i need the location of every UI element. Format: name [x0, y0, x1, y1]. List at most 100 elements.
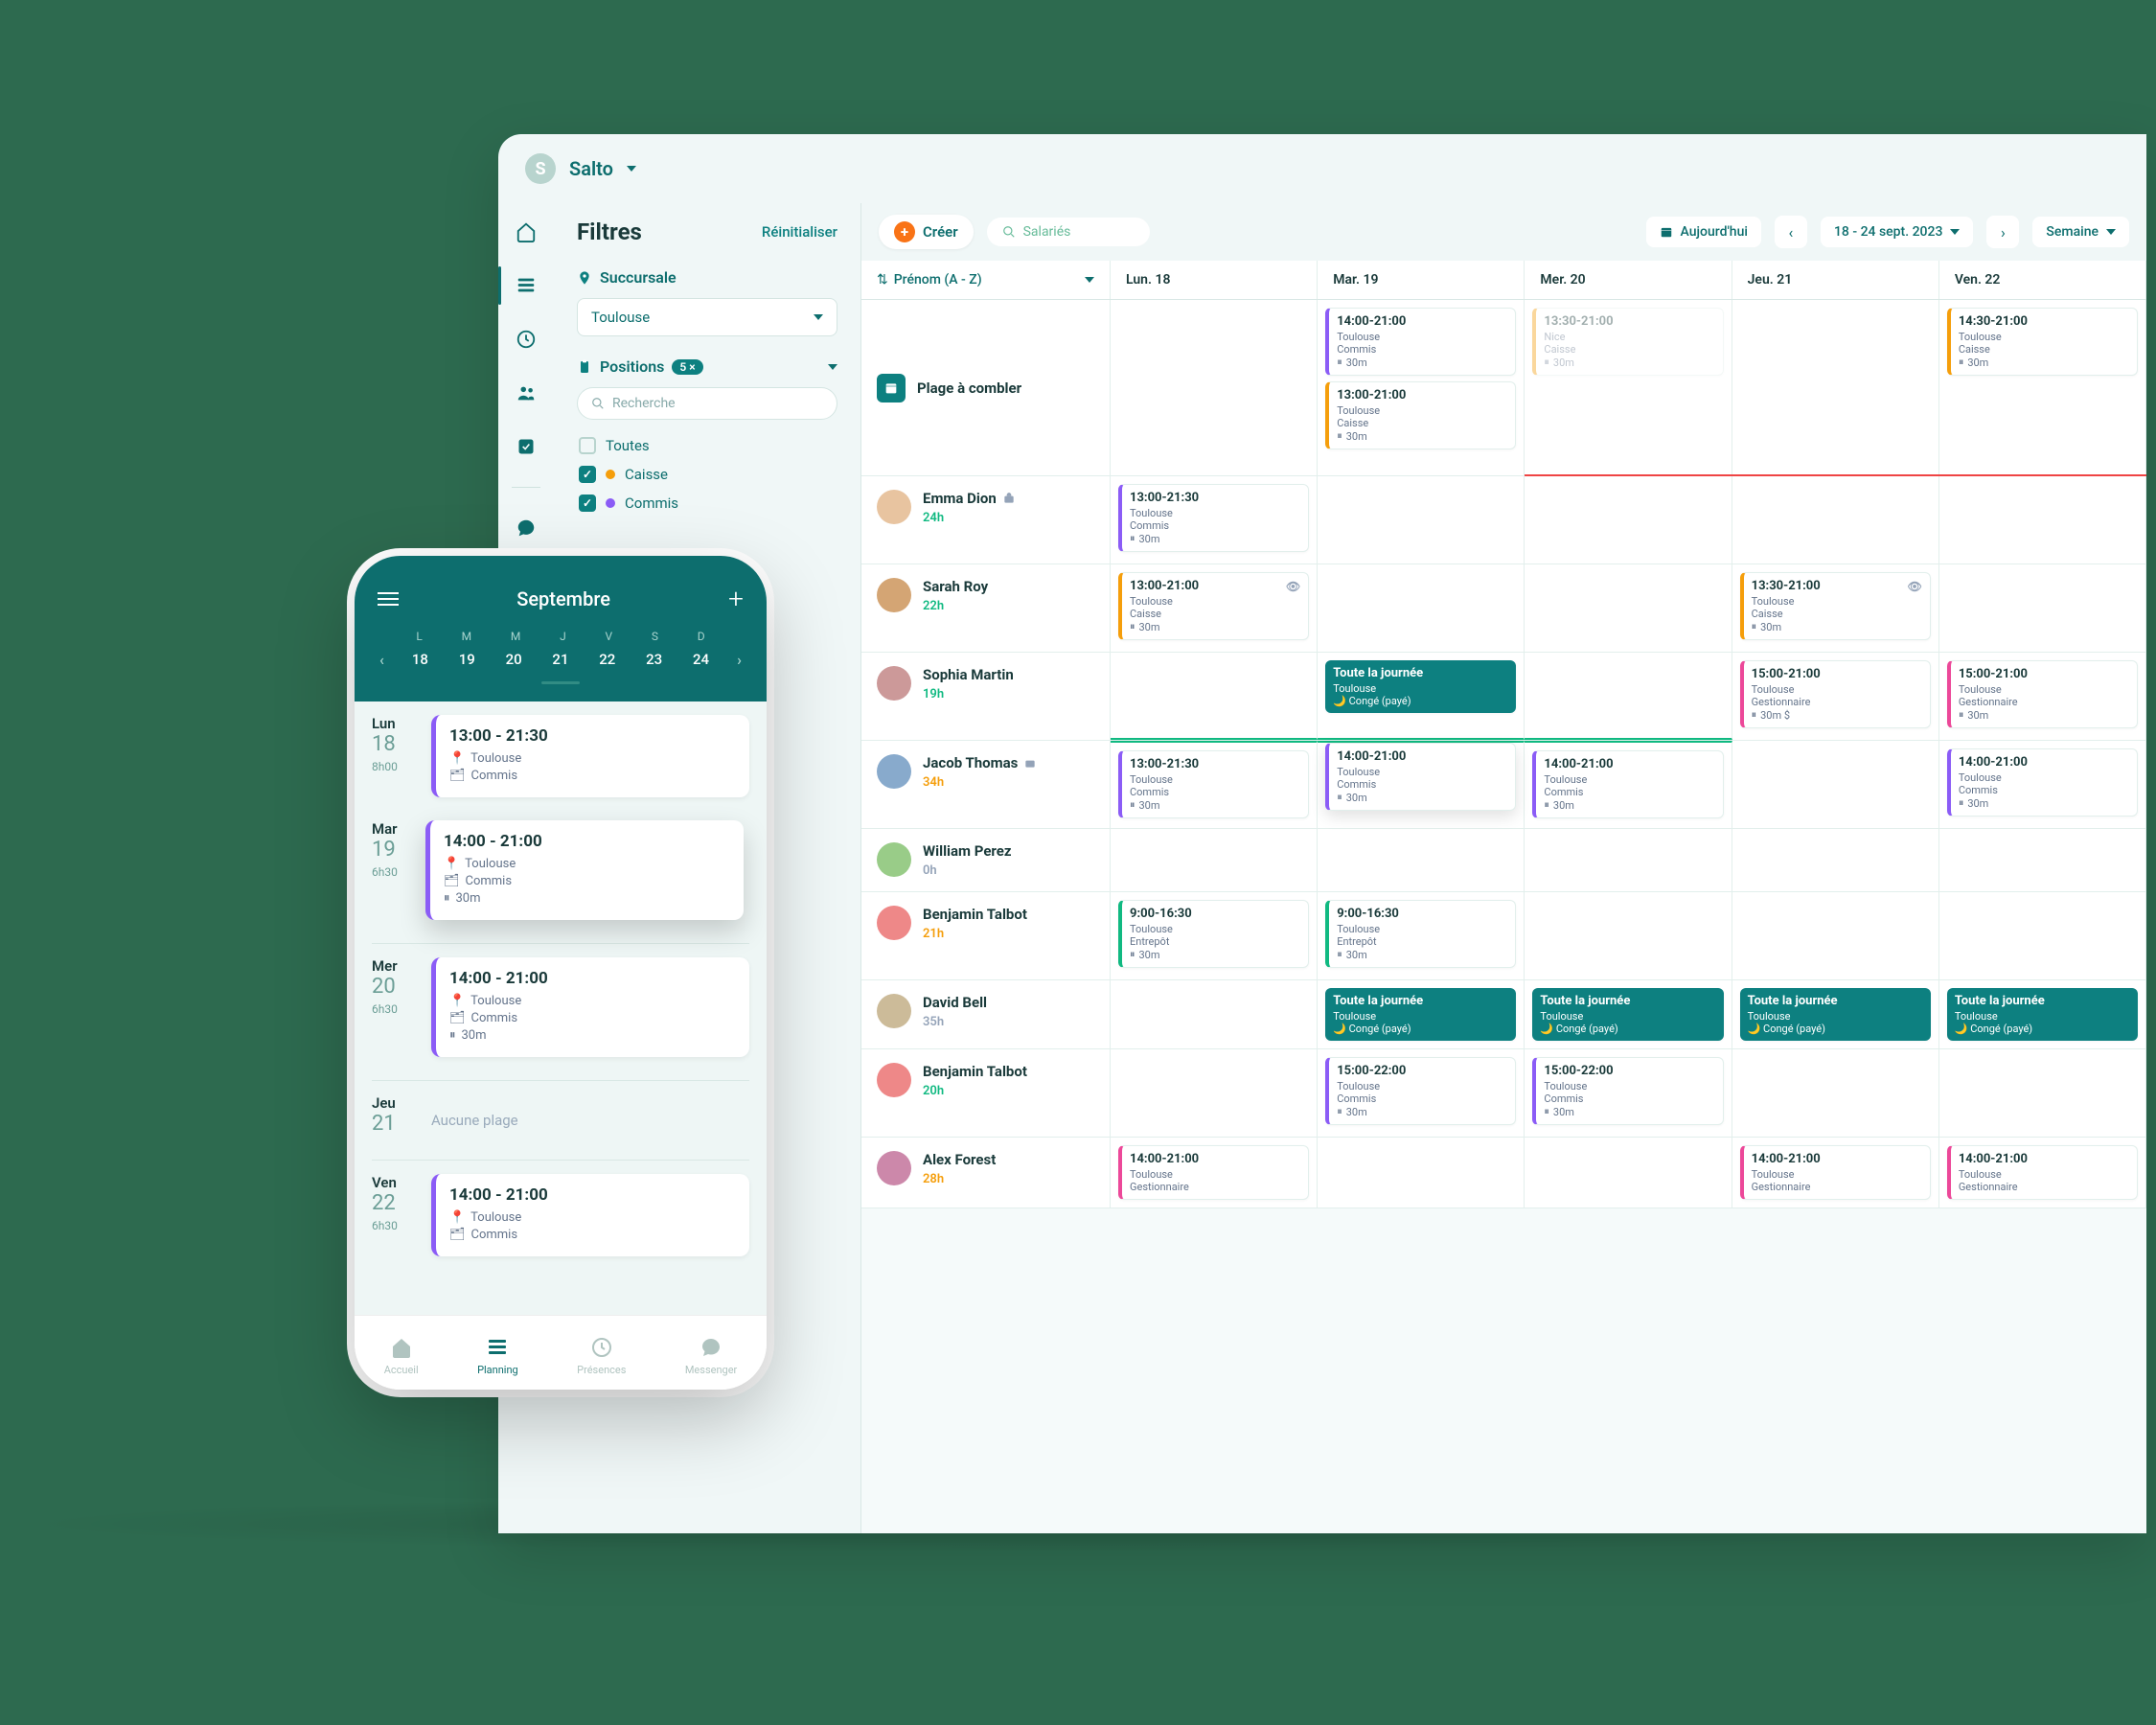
chevron-down-icon: [1950, 229, 1960, 235]
employee-hours: 35h: [923, 1015, 987, 1029]
employee-search[interactable]: Salariés: [987, 218, 1150, 246]
day-num: 20: [372, 975, 427, 999]
phone-header: Septembre + LMMJVSD ‹ 18192021222324 ›: [355, 556, 767, 702]
shift-card[interactable]: 9:00-16:30 Toulouse Entrepôt ⏸30m: [1325, 900, 1516, 968]
shift-card-full[interactable]: Toute la journéeToulouse🌙 Congé (payé): [1947, 988, 2138, 1041]
day-duration: 6h30: [372, 1219, 427, 1232]
positions-search-placeholder: Recherche: [612, 396, 676, 411]
phone-shift-card[interactable]: 14:00 - 21:00 📍Toulouse 🗂Commis ⏸30m: [425, 820, 744, 920]
avatar: [877, 578, 911, 612]
employee-name: Sarah Roy: [923, 578, 988, 595]
shift-card[interactable]: 14:00-21:00 Toulouse Commis ⏸30m: [1532, 750, 1723, 818]
employee-hours: 28h: [923, 1172, 996, 1186]
shift-card[interactable]: 13:30-21:00 Nice Caisse ⏸30m: [1532, 308, 1723, 376]
view-select[interactable]: Semaine: [2032, 217, 2129, 247]
day-duration: 6h30: [372, 1002, 427, 1016]
shift-card[interactable]: 13:00-21:30 Toulouse Commis ⏸30m: [1118, 484, 1309, 552]
employee-name: Sophia Martin: [923, 666, 1014, 683]
drag-handle[interactable]: [541, 681, 580, 684]
shift-card[interactable]: 14:00-21:00ToulouseGestionnaire: [1118, 1145, 1309, 1200]
prev-week-icon[interactable]: ‹: [379, 651, 384, 669]
avatar: [877, 1063, 911, 1097]
positions-search[interactable]: Recherche: [577, 387, 837, 420]
nav-tasks-icon[interactable]: [513, 433, 539, 460]
checkbox-caisse[interactable]: Caisse: [577, 460, 837, 489]
filters-title: Filtres: [577, 218, 642, 245]
shift-card[interactable]: 14:00-21:00ToulouseGestionnaire: [1947, 1145, 2138, 1200]
filters-reset[interactable]: Réinitialiser: [762, 223, 837, 241]
empty-label: Aucune plage: [431, 1094, 749, 1146]
phone-shift-card[interactable]: 13:00 - 21:30 📍Toulouse 🗂Commis: [431, 715, 749, 797]
create-button[interactable]: + Créer: [879, 215, 974, 249]
shift-card-full[interactable]: Toute la journéeToulouse🌙 Congé (payé): [1325, 988, 1516, 1041]
today-button[interactable]: Aujourd'hui: [1646, 217, 1761, 247]
checkbox-commis[interactable]: Commis: [577, 489, 837, 518]
employee-name: Benjamin Talbot: [923, 1063, 1027, 1080]
nav-time-icon[interactable]: [513, 326, 539, 353]
shift-card[interactable]: 15:00-22:00 Toulouse Commis ⏸30m: [1325, 1057, 1516, 1125]
brand-name[interactable]: Salto: [569, 157, 613, 180]
day-header: Jeu. 21: [1732, 261, 1939, 299]
positions-count: 5 ×: [672, 359, 702, 375]
shift-card[interactable]: 15:00-21:00 Toulouse Gestionnaire ⏸30m: [1947, 660, 2138, 728]
shift-card[interactable]: 14:30-21:00 Toulouse Caisse ⏸30m: [1947, 308, 2138, 376]
date-range[interactable]: 18 - 24 sept. 2023: [1821, 217, 1973, 247]
add-icon[interactable]: +: [728, 583, 744, 614]
phone-shift-card[interactable]: 14:00 - 21:00 📍Toulouse 🗂Commis ⏸30m: [431, 957, 749, 1057]
next-button[interactable]: ›: [1986, 216, 2019, 248]
calendar-body: Plage à combler 14:00-21:00 Toulouse Com…: [861, 300, 2146, 1533]
nav-chat-icon[interactable]: [513, 515, 539, 541]
shift-card-full[interactable]: Toute la journéeToulouse🌙 Congé (payé): [1532, 988, 1723, 1041]
nav-team-icon[interactable]: [513, 380, 539, 406]
badge-icon: [1002, 492, 1016, 505]
shift-card[interactable]: 13:30-21:00👁 Toulouse Caisse ⏸30m: [1740, 572, 1931, 640]
phone-body[interactable]: Lun188h00 13:00 - 21:30 📍Toulouse 🗂Commi…: [355, 702, 767, 1315]
next-week-icon[interactable]: ›: [737, 651, 742, 669]
pause-icon: ⏸: [1544, 356, 1549, 369]
day-duration: 8h00: [372, 760, 427, 773]
positions-label[interactable]: Positions 5 ×: [577, 357, 837, 376]
shift-card[interactable]: 14:00-21:00 Toulouse Commis ⏸30m: [1325, 743, 1516, 811]
badge-icon: [1023, 756, 1037, 770]
menu-icon[interactable]: [378, 592, 399, 606]
shift-card-full[interactable]: Toute la journéeToulouse🌙 Congé (payé): [1740, 988, 1931, 1041]
calendar-header: ⇅Prénom (A - Z) Lun. 18 Mar. 19 Mer. 20 …: [861, 261, 2146, 300]
calendar-row-fill: Plage à combler 14:00-21:00 Toulouse Com…: [861, 300, 2146, 476]
chevron-down-icon[interactable]: [627, 166, 636, 172]
pin-icon: 📍: [444, 857, 459, 871]
calendar: + Créer Salariés Aujourd'hui ‹ 18 - 24 s…: [860, 203, 2146, 1533]
shift-card[interactable]: 13:00-21:00👁 Toulouse Caisse ⏸30m: [1118, 572, 1309, 640]
nav-presence[interactable]: Présences: [577, 1335, 626, 1376]
branch-select[interactable]: Toulouse: [577, 298, 837, 336]
shift-card[interactable]: 14:00-21:00 Toulouse Commis ⏸30m: [1325, 308, 1516, 376]
nav-messenger[interactable]: Messenger: [685, 1335, 737, 1376]
search-icon: [591, 397, 605, 410]
briefcase-icon: 🗂: [449, 1011, 466, 1025]
nav-home[interactable]: Accueil: [384, 1335, 419, 1376]
pause-icon: ⏸: [1544, 798, 1549, 812]
employee-name: David Bell: [923, 994, 987, 1011]
shift-card[interactable]: 9:00-16:30 Toulouse Entrepôt ⏸30m: [1118, 900, 1309, 968]
nav-planning-icon[interactable]: [513, 272, 539, 299]
prev-button[interactable]: ‹: [1775, 216, 1807, 248]
shift-card[interactable]: 13:00-21:00 Toulouse Caisse ⏸30m: [1325, 381, 1516, 449]
phone-shift-card[interactable]: 14:00 - 21:00 📍Toulouse 🗂Commis: [431, 1174, 749, 1256]
day-name: Mar: [372, 820, 427, 838]
calendar-row: David Bell 35h Toute la journéeToulouse🌙 …: [861, 980, 2146, 1049]
shift-card[interactable]: 15:00-21:00 Toulouse Gestionnaire ⏸30m $: [1740, 660, 1931, 728]
shift-card[interactable]: 14:00-21:00 Toulouse Commis ⏸30m: [1947, 748, 2138, 816]
shift-card[interactable]: 15:00-22:00 Toulouse Commis ⏸30m: [1532, 1057, 1723, 1125]
weeknum-row: ‹ 18192021222324 ›: [378, 647, 744, 672]
briefcase-icon: 🗂: [449, 1228, 466, 1242]
nav-planning[interactable]: Planning: [477, 1335, 518, 1376]
shift-card[interactable]: 13:00-21:30 Toulouse Commis ⏸30m: [1118, 750, 1309, 818]
employee-hours: 22h: [923, 599, 988, 613]
shift-card-full[interactable]: Toute la journée Toulouse 🌙 Congé (payé): [1325, 660, 1516, 713]
nav-home-icon[interactable]: [513, 218, 539, 245]
checkbox-all[interactable]: Toutes: [577, 431, 837, 460]
shift-card[interactable]: 14:00-21:00ToulouseGestionnaire: [1740, 1145, 1931, 1200]
home-icon: [389, 1335, 414, 1360]
pause-icon: ⏸: [1959, 708, 1964, 722]
sort-column[interactable]: ⇅Prénom (A - Z): [861, 261, 1111, 299]
branch-label[interactable]: Succursale: [577, 268, 837, 287]
